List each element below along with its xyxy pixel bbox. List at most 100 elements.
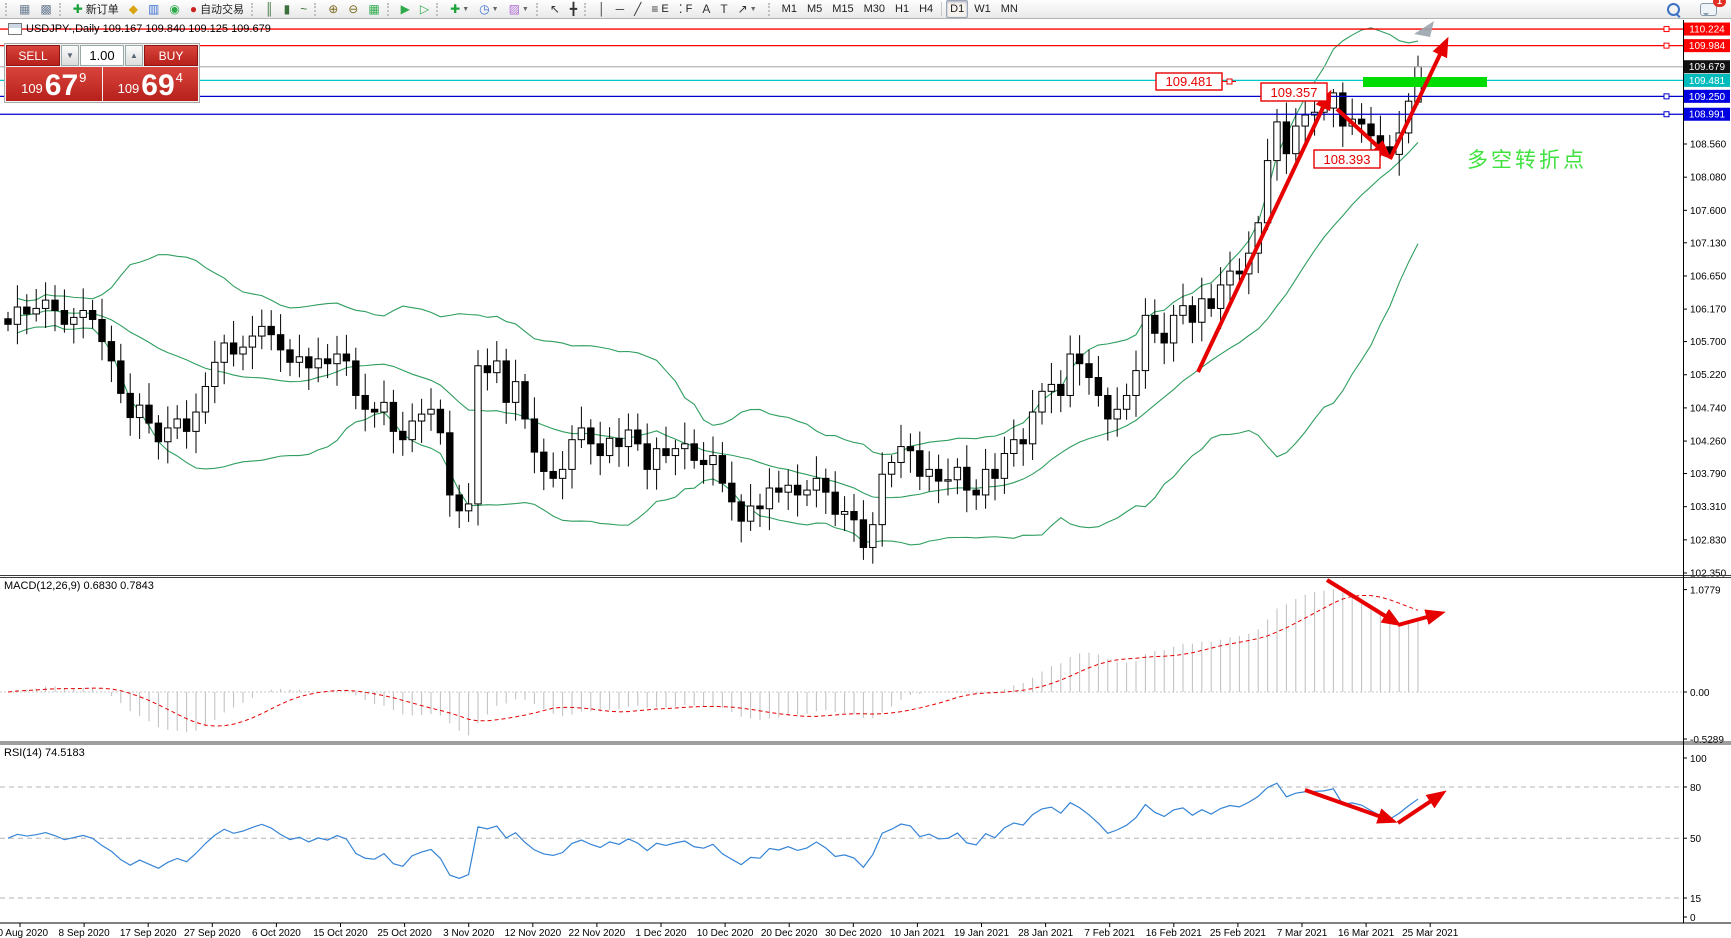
timeframe-mn-button[interactable]: MN (997, 0, 1022, 18)
search-button[interactable] (1663, 0, 1684, 18)
sell-price-sup: 9 (79, 70, 87, 85)
new-chart-button[interactable]: ▦ (15, 0, 34, 18)
arrows-tool-button[interactable]: ↗ ▼ (734, 0, 761, 18)
buy-price-panel[interactable]: 109 69 4 (102, 67, 198, 101)
timeframe-m5-button[interactable]: M5 (803, 0, 826, 18)
rally-arrow-2[interactable] (1388, 36, 1449, 160)
signals-button[interactable]: ◉ (165, 0, 183, 18)
sell-price-panel[interactable]: 109 67 9 (6, 67, 102, 101)
candle-body (652, 448, 661, 470)
horizontal-line-button[interactable]: ─ (612, 0, 629, 18)
chart-canvas[interactable]: 110.224 109.984 109.679 109.481 109.250 108.9… (0, 20, 1731, 938)
label-handle[interactable] (1226, 78, 1233, 85)
rsi-down-arrow[interactable] (1304, 788, 1398, 824)
macd-down-arrow[interactable] (1325, 578, 1402, 627)
add-indicator-button[interactable]: ✚ ▼ (446, 0, 473, 18)
level-handle[interactable] (1663, 26, 1670, 33)
timeframe-h1-button[interactable]: H1 (891, 0, 913, 18)
chart-bars-icon: ║ (265, 2, 274, 16)
chart-line-button[interactable]: ~ (296, 0, 311, 18)
zoom-in-button[interactable]: ⊕ (324, 0, 342, 18)
candle-body (4, 318, 12, 325)
label-108393-box[interactable] (1313, 149, 1381, 169)
zoom-out-button[interactable]: ⊖ (344, 0, 362, 18)
metaeditor-button[interactable]: ◆ (125, 0, 142, 18)
price-badge (1684, 39, 1730, 53)
cn-annotation-text[interactable]: 多空转折点 (1467, 149, 1587, 172)
timeframe-d1-button[interactable]: D1 (946, 0, 969, 18)
channels-button[interactable]: ⁚ F (675, 0, 697, 18)
candle-body (164, 427, 172, 443)
market-watch-button[interactable]: ▥ (144, 0, 163, 18)
price-tick-label: 102.830 (1690, 535, 1727, 546)
rally-arrow-1[interactable] (1196, 89, 1332, 373)
price-tick-label: 104.260 (1690, 437, 1727, 448)
main-price-pane (4, 27, 1422, 564)
pullback-arrow[interactable] (1335, 107, 1392, 160)
date-tick-label: 25 Oct 2020 (377, 928, 432, 938)
candle-body (1057, 383, 1065, 396)
templates-button[interactable]: ▨ ▼ (505, 0, 533, 18)
chart-bars-button[interactable]: ║ (261, 0, 278, 18)
timeframe-w1-button[interactable]: W1 (970, 0, 995, 18)
fibonacci-icon: ≡ (651, 2, 659, 16)
date-tick-label: 7 Mar 2021 (1277, 928, 1328, 938)
level-handle[interactable] (1663, 42, 1670, 49)
text-button[interactable]: A (698, 0, 714, 18)
timeframe-m30-button[interactable]: M30 (860, 0, 889, 18)
autotrading-button[interactable]: ● 自动交易 (186, 0, 248, 18)
new-order-button[interactable]: ✚ 新订单 (69, 0, 123, 18)
candle-body (756, 505, 764, 510)
candle-body (869, 524, 877, 548)
level-handle[interactable] (1663, 111, 1670, 118)
date-tick-label: 30 Dec 2020 (825, 928, 882, 938)
volume-decrease-button[interactable]: ▼ (61, 45, 79, 66)
cursor-icon: ↖ (549, 2, 560, 16)
rsi-line (7, 782, 1419, 879)
text-label-button[interactable]: T (716, 0, 731, 18)
arrows-tool-caret-icon: ▼ (749, 5, 757, 13)
candle-body (775, 487, 783, 493)
chart-shift-icon: ▷ (419, 2, 430, 16)
chart-window[interactable]: 110.224 109.984 109.679 109.481 109.250 108.9… (0, 20, 1731, 938)
candle-body (1263, 160, 1272, 224)
zoom-in-icon: ⊕ (328, 2, 339, 16)
templates-caret-icon: ▼ (521, 5, 529, 13)
label-109357-box[interactable] (1260, 82, 1328, 102)
rsi-up-arrow[interactable] (1396, 790, 1447, 825)
notifications-button[interactable]: 1 (1696, 0, 1726, 18)
gray-arrow-marker[interactable] (1414, 21, 1434, 37)
timeframe-m1-button[interactable]: M1 (778, 0, 801, 18)
candle-body (681, 443, 689, 450)
profiles-button[interactable]: ▩ (36, 0, 55, 18)
timeframe-label: M1 (781, 3, 797, 15)
price-tick-label: 106.170 (1690, 305, 1727, 316)
tile-windows-button[interactable]: ▦ (364, 0, 383, 18)
level-handle[interactable] (1663, 93, 1670, 100)
buy-price-sup: 4 (175, 70, 183, 85)
auto-scroll-button[interactable]: ▶ (397, 0, 414, 18)
macd-up-arrow[interactable] (1397, 609, 1446, 627)
crosshair-button[interactable]: ╋ (566, 0, 581, 18)
candle-body (690, 443, 698, 461)
candle-body (1188, 305, 1197, 323)
period-selector-button[interactable]: ◷ ▼ (475, 0, 502, 18)
candle-body (1094, 377, 1103, 396)
candle-body (1019, 439, 1027, 445)
buy-button[interactable]: BUY (144, 45, 198, 66)
volume-input[interactable]: 1.00 (80, 45, 124, 66)
chart-shift-button[interactable]: ▷ (416, 0, 433, 18)
fibonacci-button[interactable]: ≡ E (647, 0, 672, 18)
timeframe-h4-button[interactable]: H4 (915, 0, 937, 18)
candle-body (41, 299, 50, 309)
vertical-line-button[interactable]: │ (594, 0, 610, 18)
candle-body (596, 443, 604, 457)
chart-candles-button[interactable]: ▮ (280, 0, 295, 18)
sell-button[interactable]: SELL (6, 45, 60, 66)
candle-body (333, 353, 341, 365)
timeframe-m15-button[interactable]: M15 (828, 0, 857, 18)
cursor-button[interactable]: ↖ (546, 0, 564, 18)
trendline-button[interactable]: ╱ (630, 0, 645, 18)
candle-body (737, 501, 745, 522)
volume-increase-button[interactable]: ▲ (125, 45, 143, 66)
